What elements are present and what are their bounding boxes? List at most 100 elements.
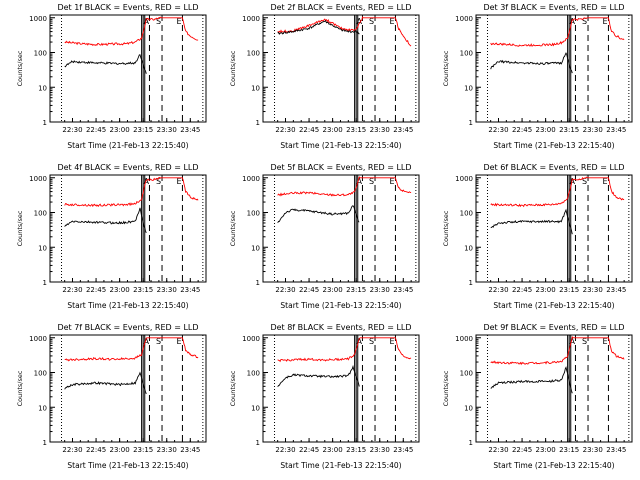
lld-series-line	[64, 16, 199, 46]
x-tick-label: 23:30	[370, 286, 390, 294]
y-tick-label: 10	[38, 404, 47, 412]
y-tick-label: 1	[43, 119, 47, 127]
y-tick-label: 1	[469, 279, 473, 287]
x-tick-label: 22:45	[512, 126, 532, 134]
attenuator-marker-label: E	[602, 177, 607, 186]
x-tick-label: 23:00	[323, 126, 343, 134]
attenuator-marker-label: E	[176, 17, 181, 26]
x-tick-label: 23:30	[370, 126, 390, 134]
y-tick-label: 10	[464, 84, 473, 92]
x-tick-label: 23:00	[536, 286, 556, 294]
y-axis-label: Counts/sec	[16, 210, 24, 246]
y-tick-label: 10	[464, 404, 473, 412]
y-tick-label: 10	[251, 84, 260, 92]
y-tick-label: 1000	[29, 335, 47, 343]
attenuator-marker-label: A	[356, 17, 362, 26]
attenuator-marker-label: S	[369, 17, 374, 26]
y-axis-label: Counts/sec	[16, 370, 24, 406]
y-tick-label: 1000	[242, 175, 260, 183]
x-tick-label: 23:00	[110, 446, 130, 454]
x-tick-label: 23:45	[180, 126, 200, 134]
detector-chart: Det 9f BLACK = Events, RED = LLD 1 10 100 10…	[442, 323, 633, 470]
y-tick-label: 10	[464, 244, 473, 252]
attenuator-marker-label: S	[582, 337, 587, 346]
lld-series-line	[490, 336, 625, 366]
plot-frame	[262, 174, 420, 283]
y-tick-label: 10	[38, 84, 47, 92]
y-tick-label: 1000	[29, 175, 47, 183]
detector-panel-4: Det 4f BLACK = Events, RED = LLD 1 10 100 10…	[0, 160, 213, 320]
lld-series-line	[277, 16, 412, 47]
events-series-line	[277, 364, 360, 388]
y-tick-label: 1	[256, 119, 260, 127]
y-axis-label: Counts/sec	[16, 50, 24, 86]
detector-panel-3: Det 3f BLACK = Events, RED = LLD 1 10 100 10…	[426, 0, 639, 160]
y-tick-label: 10	[38, 244, 47, 252]
attenuator-marker-label: S	[369, 337, 374, 346]
detector-panel-6: Det 6f BLACK = Events, RED = LLD 1 10 100 10…	[426, 160, 639, 320]
detector-chart: Det 1f BLACK = Events, RED = LLD 1 10 100 10…	[16, 3, 207, 150]
chart-title: Det 1f BLACK = Events, RED = LLD	[57, 3, 198, 12]
attenuator-marker-label: S	[156, 337, 161, 346]
x-tick-label: 22:45	[86, 126, 106, 134]
x-tick-label: 23:15	[346, 286, 366, 294]
x-axis-label: Start Time (21-Feb-13 22:15:40)	[493, 461, 614, 470]
attenuator-marker-label: E	[389, 177, 394, 186]
y-axis-label: Counts/sec	[442, 370, 450, 406]
x-axis-label: Start Time (21-Feb-13 22:15:40)	[280, 301, 401, 310]
y-tick-label: 10	[251, 244, 260, 252]
attenuator-marker-label: A	[569, 17, 575, 26]
x-axis-label: Start Time (21-Feb-13 22:15:40)	[67, 141, 188, 150]
y-tick-label: 100	[34, 370, 47, 378]
attenuator-marker-label: S	[582, 177, 587, 186]
detector-panel-8: Det 8f BLACK = Events, RED = LLD 1 10 100 10…	[213, 320, 426, 480]
events-series-line	[490, 366, 573, 394]
x-tick-label: 23:30	[157, 126, 177, 134]
x-tick-label: 23:15	[559, 446, 579, 454]
y-tick-label: 1000	[455, 15, 473, 23]
detector-panel-7: Det 7f BLACK = Events, RED = LLD 1 10 100 10…	[0, 320, 213, 480]
plot-frame	[49, 174, 207, 283]
y-axis-label: Counts/sec	[229, 50, 237, 86]
plot-frame	[49, 334, 207, 443]
x-tick-label: 23:00	[323, 446, 343, 454]
plot-frame	[262, 14, 420, 123]
attenuator-marker-label: A	[569, 177, 575, 186]
events-series-line	[64, 54, 147, 74]
attenuator-marker-label: E	[602, 17, 607, 26]
x-tick-label: 22:45	[512, 446, 532, 454]
x-tick-label: 23:00	[110, 286, 130, 294]
lld-series-line	[277, 176, 412, 197]
x-tick-label: 22:45	[299, 286, 319, 294]
x-tick-label: 22:45	[86, 286, 106, 294]
plot-frame	[475, 334, 633, 443]
chart-title: Det 4f BLACK = Events, RED = LLD	[57, 163, 198, 172]
x-tick-label: 23:15	[133, 286, 153, 294]
x-tick-label: 23:30	[583, 126, 603, 134]
x-tick-label: 23:15	[559, 286, 579, 294]
lld-series-line	[277, 337, 412, 363]
x-tick-label: 22:45	[299, 126, 319, 134]
chart-title: Det 2f BLACK = Events, RED = LLD	[270, 3, 411, 12]
attenuator-marker-label: A	[143, 177, 149, 186]
x-tick-label: 23:45	[606, 446, 626, 454]
y-axis-label: Counts/sec	[229, 210, 237, 246]
chart-title: Det 3f BLACK = Events, RED = LLD	[483, 3, 624, 12]
detector-chart: Det 5f BLACK = Events, RED = LLD 1 10 100 10…	[229, 163, 420, 310]
x-tick-label: 23:45	[180, 286, 200, 294]
x-tick-label: 22:45	[512, 286, 532, 294]
y-axis-label: Counts/sec	[442, 50, 450, 86]
x-tick-label: 23:00	[536, 126, 556, 134]
x-tick-label: 22:30	[275, 446, 295, 454]
detector-chart: Det 4f BLACK = Events, RED = LLD 1 10 100 10…	[16, 163, 207, 310]
attenuator-marker-label: S	[582, 17, 587, 26]
y-tick-label: 1	[469, 119, 473, 127]
plot-frame	[262, 334, 420, 443]
x-tick-label: 23:00	[110, 126, 130, 134]
events-series-line	[490, 208, 573, 235]
x-tick-label: 23:30	[583, 446, 603, 454]
y-tick-label: 1000	[29, 15, 47, 23]
detector-panel-1: Det 1f BLACK = Events, RED = LLD 1 10 100 10…	[0, 0, 213, 160]
x-tick-label: 23:15	[133, 446, 153, 454]
